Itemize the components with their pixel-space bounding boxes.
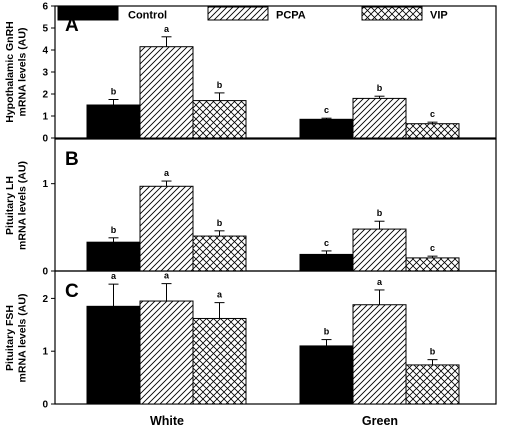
significance-label: b [377, 208, 383, 218]
significance-label: a [164, 271, 170, 281]
legend-swatch-vip [361, 6, 423, 21]
panel-letter: A [65, 15, 79, 36]
significance-label: c [324, 105, 329, 115]
significance-label: a [217, 290, 223, 300]
significance-label: c [324, 238, 329, 248]
panel-letter: C [65, 281, 79, 302]
significance-label: b [217, 218, 223, 228]
bar-vip-white [192, 317, 247, 405]
legend-label-control: Control [128, 10, 167, 22]
y-tick-label: 5 [42, 24, 48, 35]
legend-swatch-pcpa [207, 6, 269, 21]
x-category-label: White [150, 414, 184, 428]
y-axis-label: Pituitary LHmRNA levels (AU) [4, 161, 29, 250]
bar-pcpa-green [352, 304, 407, 405]
bar-control-white [86, 104, 141, 139]
significance-label: c [430, 243, 435, 253]
significance-label: b [217, 80, 223, 90]
y-axis-label-line: mRNA levels (AU) [17, 294, 29, 383]
bar-pcpa-white [139, 300, 194, 405]
y-tick-label: 1 [42, 347, 48, 358]
bar-pcpa-white [139, 46, 194, 139]
y-tick-label: 6 [42, 2, 48, 13]
significance-label: a [111, 271, 117, 281]
y-tick-label: 3 [42, 68, 48, 79]
panel-c: 0 1 2 C Pituitary FSHmRNA levels (AU) a b a a a b [4, 270, 497, 411]
panel-letter: B [65, 149, 79, 170]
significance-label: b [111, 87, 117, 97]
legend-swatch-control [57, 6, 119, 21]
bar-pcpa-green [352, 97, 407, 139]
panel-b: 0 1 B Pituitary LHmRNA levels (AU) b c a b b c [4, 138, 497, 278]
y-axis-label-line: mRNA levels (AU) [17, 161, 29, 250]
significance-label: c [430, 109, 435, 119]
y-tick-label: 0 [42, 400, 48, 411]
bar-pcpa-green [352, 228, 407, 272]
bar-vip-green [405, 123, 460, 139]
legend-label-vip: VIP [430, 10, 448, 22]
bar-control-white [86, 305, 141, 405]
significance-label: a [164, 24, 170, 34]
significance-label: b [377, 83, 383, 93]
y-axis-label-line: Pituitary LH [4, 176, 16, 235]
bar-vip-green [405, 257, 460, 272]
bar-vip-white [192, 100, 247, 139]
significance-label: a [164, 168, 170, 178]
bar-control-green [299, 345, 354, 405]
y-tick-label: 4 [42, 46, 48, 57]
x-axis-labels: White Green [150, 414, 398, 428]
bar-pcpa-white [139, 185, 194, 272]
bar-control-white [86, 241, 141, 272]
panel-frame [54, 270, 497, 405]
y-tick-label: 1 [42, 112, 48, 123]
bar-vip-green [405, 364, 460, 405]
significance-label: b [324, 327, 330, 337]
y-tick-label: 1 [42, 179, 48, 190]
y-tick-label: 0 [42, 267, 48, 278]
significance-label: b [430, 347, 436, 357]
legend: Control PCPA VIP [57, 6, 448, 22]
panel-a: 0 1 2 3 4 5 6 A Hypothalamic GnRHmRNA levels (AU… [4, 2, 497, 145]
significance-label: b [111, 225, 117, 235]
bar-vip-white [192, 235, 247, 272]
y-axis-label: Pituitary FSHmRNA levels (AU) [4, 294, 29, 383]
y-tick-label: 2 [42, 294, 48, 305]
y-axis-label-line: mRNA levels (AU) [17, 28, 29, 117]
legend-label-pcpa: PCPA [276, 10, 306, 22]
y-axis-label-line: Hypothalamic GnRH [4, 21, 16, 123]
x-category-label: Green [362, 414, 398, 428]
significance-label: a [377, 277, 383, 287]
bar-control-green [299, 253, 354, 272]
y-axis-label-line: Pituitary FSH [4, 305, 16, 371]
y-axis-label: Hypothalamic GnRHmRNA levels (AU) [4, 21, 29, 123]
bar-control-green [299, 118, 354, 139]
y-tick-label: 2 [42, 90, 48, 101]
y-tick-label: 0 [42, 134, 48, 145]
